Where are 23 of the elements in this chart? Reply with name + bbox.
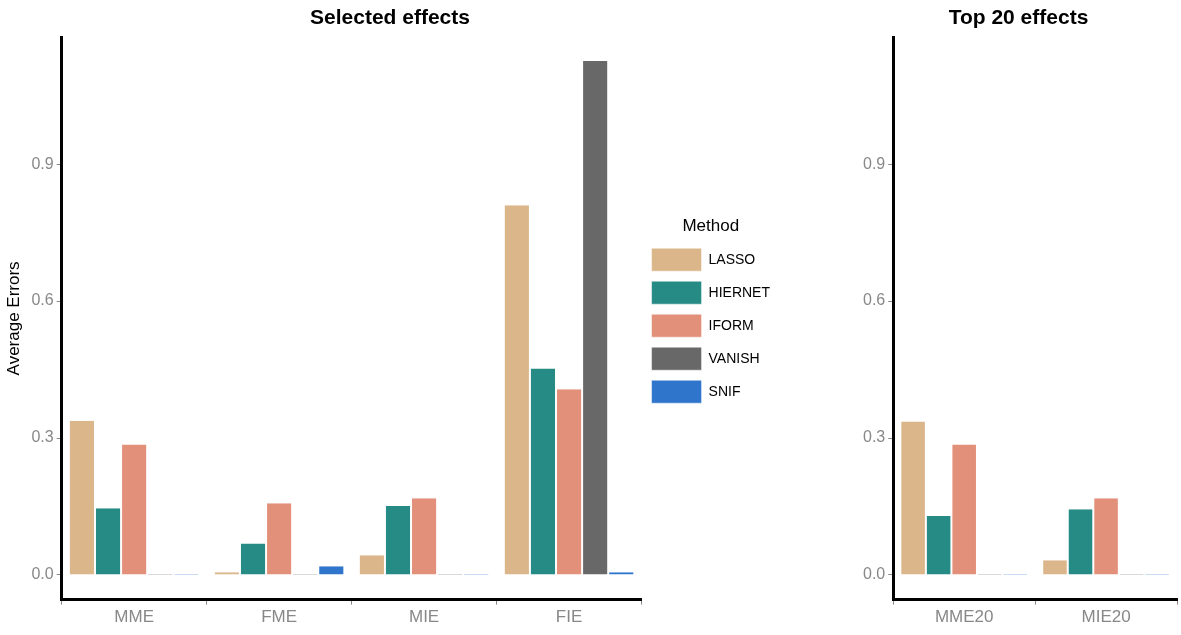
y-axis-title: Average Errors	[3, 261, 23, 376]
legend-title: Method	[682, 215, 740, 235]
x-tick-label: FME	[261, 607, 298, 627]
y-tick-label: 0.9	[862, 154, 886, 172]
legend-label: SNIF	[708, 382, 741, 399]
x-tick-label: MME	[114, 607, 154, 627]
x-tick-label: MIE	[408, 607, 440, 627]
chart-title: Selected effects	[310, 5, 470, 29]
y-tick-label: 0.0	[31, 565, 54, 583]
x-tick-label: MIE20	[1081, 607, 1131, 627]
chart-title: Top 20 effects	[948, 5, 1089, 29]
legend-label: IFORM	[708, 316, 754, 333]
y-tick-label: 0.6	[862, 291, 886, 309]
y-tick-label: 0.0	[862, 565, 886, 583]
legend-label: HIERNET	[708, 283, 771, 300]
x-tick-label: FIE	[555, 607, 583, 627]
y-tick-label: 0.3	[862, 428, 886, 446]
legend-label: VANISH	[708, 349, 760, 366]
y-tick-label: 0.9	[31, 154, 54, 172]
y-tick-label: 0.3	[31, 428, 54, 446]
x-tick-label: MME20	[934, 607, 994, 627]
legend-label: LASSO	[708, 250, 756, 267]
y-tick-label: 0.6	[31, 291, 54, 309]
